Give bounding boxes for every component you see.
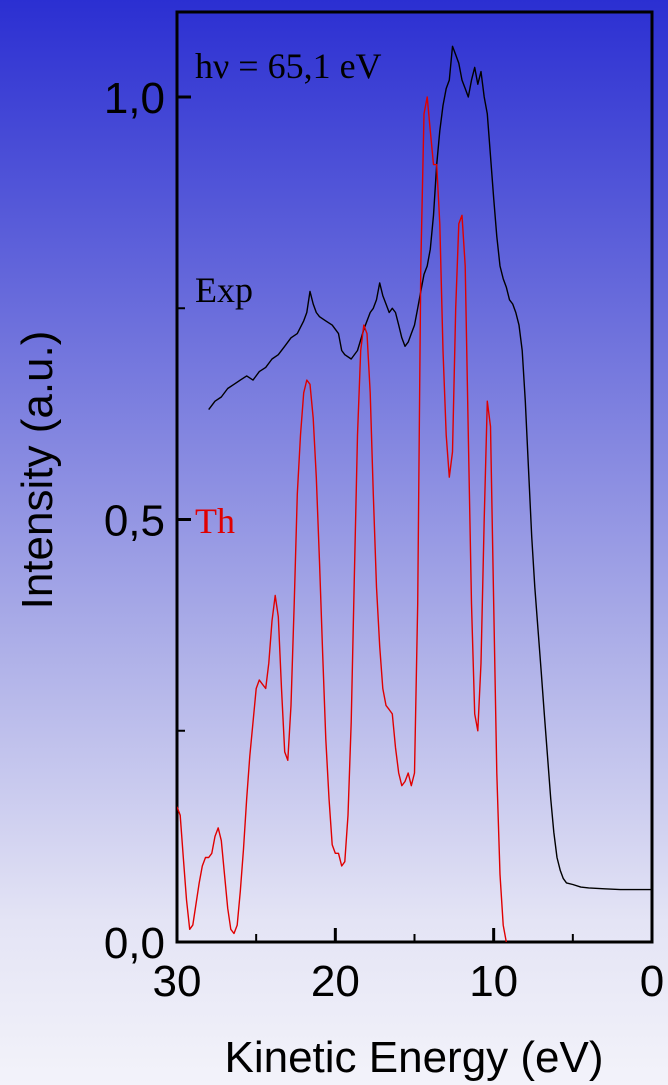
x-tick-label: 10 xyxy=(469,957,518,1006)
y-axis-title: Intensity (a.u.) xyxy=(13,331,62,610)
x-tick-label: 0 xyxy=(640,957,664,1006)
series-line-th xyxy=(177,96,507,942)
ticks-layer: 30 20 10 0 0,0 0,5 1,0 xyxy=(104,74,664,1006)
x-axis-title: Kinetic Energy (eV) xyxy=(224,1033,603,1082)
plot-frame xyxy=(175,10,654,944)
y-tick-label: 0,5 xyxy=(104,497,165,546)
x-tick-label: 20 xyxy=(311,957,360,1006)
x-tick-label: 30 xyxy=(153,957,202,1006)
y-tick-label: 1,0 xyxy=(104,74,165,123)
exp-series-label: Exp xyxy=(195,270,253,310)
annotations: hν = 65,1 eV Exp Th xyxy=(195,46,382,541)
series-line-exp xyxy=(208,45,652,891)
series-layer xyxy=(177,45,652,942)
th-series-label: Th xyxy=(195,501,235,541)
y-tick-label: 0,0 xyxy=(104,919,165,968)
photon-energy-annotation: hν = 65,1 eV xyxy=(195,46,382,86)
